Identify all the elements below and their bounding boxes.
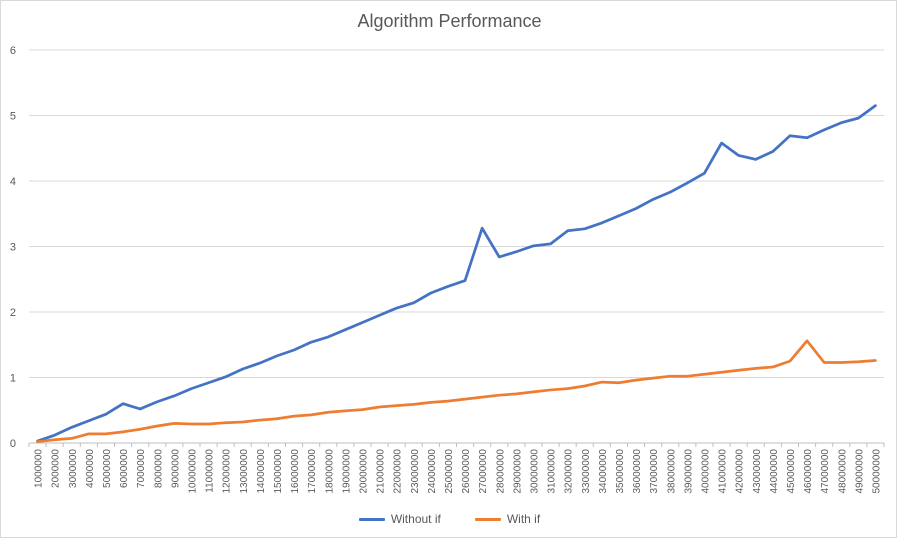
x-tick-label: 19000000: [341, 449, 352, 494]
x-tick-label: 49000000: [854, 449, 865, 494]
x-tick-label: 20000000: [358, 449, 369, 494]
x-tick-label: 7000000: [136, 449, 147, 488]
legend-label: Without if: [390, 512, 441, 526]
x-tick-label: 40000000: [700, 449, 711, 494]
legend-item: Without if: [358, 512, 441, 526]
legend: Without if With if: [1, 512, 897, 526]
x-tick-label: 50000000: [871, 449, 882, 494]
x-tick-label: 6000000: [119, 449, 130, 488]
x-tick-label: 31000000: [547, 449, 558, 494]
chart-title: Algorithm Performance: [357, 11, 542, 31]
x-tick-label: 22000000: [393, 449, 404, 494]
x-tick-label: 46000000: [803, 449, 814, 494]
x-tick-label: 8000000: [153, 449, 164, 488]
x-tick-label: 34000000: [598, 449, 609, 494]
x-tick-label: 23000000: [410, 449, 421, 494]
x-tick-label: 44000000: [769, 449, 780, 494]
x-tick-label: 10000000: [187, 449, 198, 494]
x-tick-label: 37000000: [649, 449, 660, 494]
x-tick-label: 12000000: [222, 449, 233, 494]
x-tick-label: 38000000: [666, 449, 677, 494]
x-tick-label: 39000000: [683, 449, 694, 494]
x-tick-label: 9000000: [170, 449, 181, 488]
x-tick-label: 15000000: [273, 449, 284, 494]
legend-label: With if: [506, 512, 541, 526]
x-tick-label: 33000000: [581, 449, 592, 494]
x-tick-label: 43000000: [752, 449, 763, 494]
x-tick-label: 30000000: [529, 449, 540, 494]
y-tick-label: 5: [10, 111, 16, 123]
x-tick-label: 41000000: [718, 449, 729, 494]
legend-item: With if: [474, 512, 541, 526]
x-tick-label: 17000000: [307, 449, 318, 494]
x-tick-label: 3000000: [68, 449, 79, 488]
x-tick-label: 24000000: [427, 449, 438, 494]
x-tick-label: 13000000: [239, 449, 250, 494]
x-tick-label: 5000000: [102, 449, 113, 488]
x-tick-label: 2000000: [51, 449, 62, 488]
x-tick-label: 18000000: [324, 449, 335, 494]
x-tick-label: 47000000: [820, 449, 831, 494]
x-tick-label: 32000000: [564, 449, 575, 494]
x-tick-label: 21000000: [376, 449, 387, 494]
x-tick-label: 27000000: [478, 449, 489, 494]
x-tick-label: 48000000: [837, 449, 848, 494]
x-tick-label: 4000000: [85, 449, 96, 488]
legend-swatch: [358, 517, 385, 521]
x-tick-label: 35000000: [615, 449, 626, 494]
x-tick-label: 16000000: [290, 449, 301, 494]
series-line-without-if: [36, 104, 877, 443]
series-line-with-if: [36, 339, 877, 444]
y-tick-label: 3: [10, 242, 16, 254]
x-tick-label: 42000000: [735, 449, 746, 494]
y-tick-label: 1: [10, 373, 16, 385]
x-tick-label: 45000000: [786, 449, 797, 494]
x-tick-label: 1000000: [34, 449, 45, 488]
x-tick-label: 11000000: [205, 449, 216, 493]
y-tick-label: 6: [10, 45, 16, 57]
y-tick-label: 0: [10, 438, 16, 450]
x-tick-label: 26000000: [461, 449, 472, 494]
x-tick-label: 25000000: [444, 449, 455, 494]
x-tick-label: 28000000: [495, 449, 506, 494]
x-tick-label: 36000000: [632, 449, 643, 494]
x-tick-label: 14000000: [256, 449, 267, 494]
y-tick-label: 4: [10, 176, 16, 188]
y-tick-label: 2: [10, 307, 16, 319]
legend-swatch: [474, 517, 501, 521]
x-tick-label: 29000000: [512, 449, 523, 494]
